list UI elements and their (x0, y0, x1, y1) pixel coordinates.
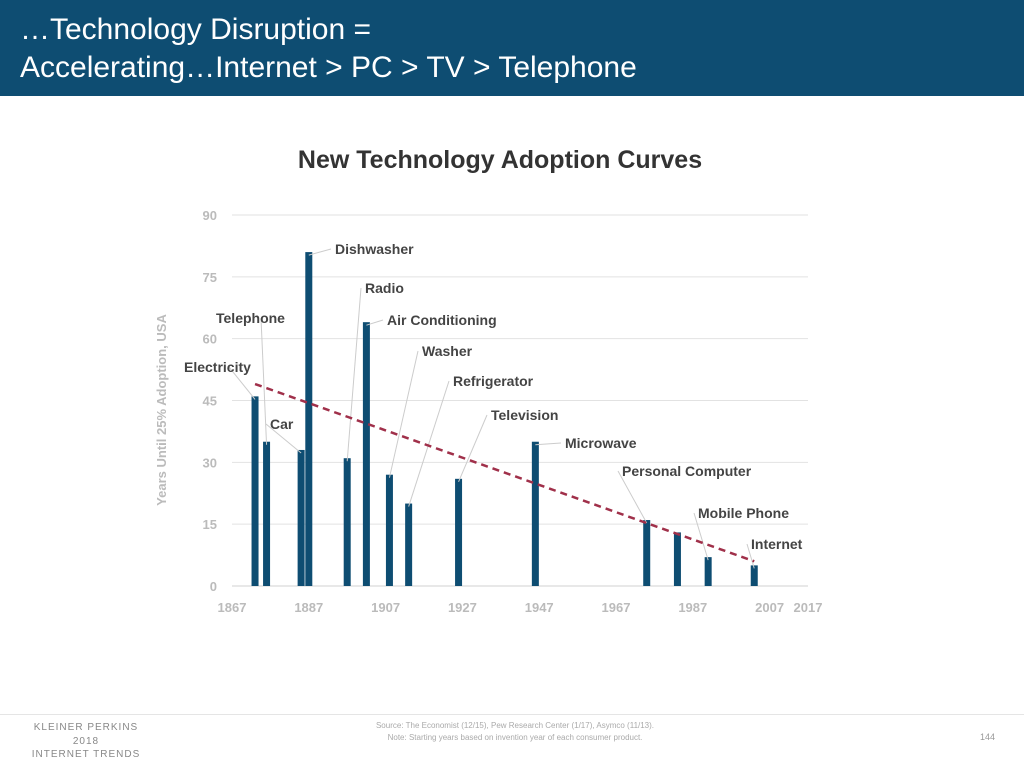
leader-line (746, 543, 755, 569)
bar-label: Car (270, 416, 294, 432)
bar (263, 441, 271, 586)
footer-divider (0, 714, 1024, 715)
bar-label: Air Conditioning (387, 312, 497, 328)
bar-label: Microwave (565, 435, 637, 451)
slide-title-line1: …Technology Disruption = (20, 13, 372, 46)
leader-line (458, 414, 488, 483)
y-tick-label: 30 (203, 455, 217, 470)
brand-report: INTERNET TRENDS (31, 749, 141, 760)
bar (297, 449, 305, 586)
x-tick-label: 2017 (794, 600, 823, 615)
bar (343, 458, 351, 586)
leader-line (308, 248, 332, 256)
bar-label: Personal Computer (622, 463, 752, 479)
page-number: 144 (980, 732, 996, 742)
leader-line (535, 442, 562, 446)
bar-label: Radio (365, 280, 404, 296)
brand-year: 2018 (72, 736, 100, 747)
bar (385, 474, 393, 586)
y-tick-label: 75 (203, 270, 217, 285)
y-tick-label: 15 (203, 517, 217, 532)
y-tick-label: 60 (203, 332, 217, 347)
adoption-chart: 0 15 30 45 60 75 90 1867 1887 1907 1927 1947 1967 198… (154, 208, 823, 615)
leader-line (408, 380, 450, 507)
bar-label: Washer (422, 343, 473, 359)
bar (305, 252, 313, 586)
bar-label: Dishwasher (335, 241, 414, 257)
bar (704, 557, 712, 586)
x-tick-label: 1967 (602, 600, 631, 615)
bar (362, 322, 370, 586)
bar-label: Internet (751, 536, 803, 552)
x-tick-label: 1987 (678, 600, 707, 615)
y-axis-label: Years Until 25% Adoption, USA (154, 314, 169, 506)
leader-line (366, 319, 384, 326)
bar (750, 565, 758, 586)
source-text: Source: The Economist (12/15), Pew Resea… (375, 721, 655, 730)
slide-title-line2: Accelerating…Internet > PC > TV > Teleph… (20, 51, 637, 84)
bar-label: Electricity (184, 359, 251, 375)
leader-line (346, 287, 362, 462)
x-tick-label: 1887 (294, 600, 323, 615)
bar (643, 520, 651, 586)
chart-title: New Technology Adoption Curves (297, 146, 703, 174)
bar (251, 396, 259, 586)
y-tick-label: 45 (203, 394, 217, 409)
bar (455, 478, 463, 586)
brand-name: KLEINER PERKINS (33, 722, 139, 733)
leader-line (265, 423, 302, 454)
note-text: Note: Starting years based on invention … (387, 733, 643, 742)
y-tick-label: 90 (203, 208, 217, 223)
x-tick-label: 1907 (371, 600, 400, 615)
bar (405, 503, 413, 586)
x-tick-label: 1867 (218, 600, 247, 615)
x-tick-label: 1947 (525, 600, 554, 615)
slide-header: …Technology Disruption = Accelerating…In… (0, 0, 1024, 96)
bar-label: Television (491, 407, 558, 423)
bar-label: Mobile Phone (698, 505, 789, 521)
leader-line (693, 512, 709, 561)
leader-line (260, 317, 268, 445)
y-tick-label: 0 (210, 579, 217, 594)
bar (673, 532, 681, 586)
x-tick-label: 2007 (755, 600, 784, 615)
leader-line (228, 366, 256, 400)
bar (531, 441, 539, 586)
bar-label: Refrigerator (453, 373, 534, 389)
leader-line (388, 350, 419, 478)
bar-label: Telephone (216, 310, 285, 326)
source-note: Source: The Economist (12/15), Pew Resea… (300, 720, 730, 744)
x-tick-label: 1927 (448, 600, 477, 615)
trend-line (254, 382, 755, 563)
leader-line (617, 470, 648, 524)
